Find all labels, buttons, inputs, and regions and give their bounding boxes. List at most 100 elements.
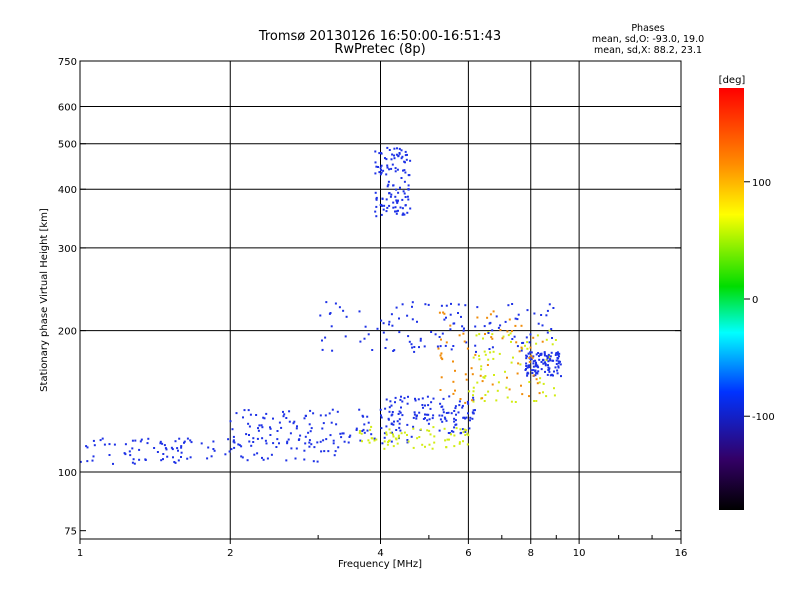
data-point	[476, 381, 479, 384]
data-point	[520, 349, 523, 352]
data-point	[390, 440, 393, 443]
data-point	[472, 394, 474, 397]
data-point	[468, 427, 471, 430]
data-point	[535, 353, 538, 356]
data-point	[380, 416, 383, 419]
data-point	[359, 439, 362, 442]
data-point	[379, 173, 382, 176]
data-point	[359, 430, 362, 432]
data-point	[464, 434, 467, 436]
data-point	[86, 460, 89, 463]
data-point	[452, 430, 455, 433]
data-point	[427, 303, 430, 306]
data-point	[516, 318, 519, 321]
data-point	[520, 384, 522, 387]
data-point	[557, 366, 560, 369]
data-point	[517, 362, 520, 365]
data-point	[139, 440, 142, 443]
data-point	[319, 314, 322, 317]
y-tick-label: 200	[58, 327, 77, 338]
data-point	[459, 398, 462, 400]
data-point	[540, 314, 543, 316]
data-point	[491, 346, 494, 349]
data-point	[403, 397, 406, 400]
data-point	[492, 350, 495, 353]
data-point	[557, 362, 560, 365]
data-point	[542, 391, 544, 394]
data-point	[536, 334, 539, 337]
data-point	[407, 440, 410, 443]
data-point	[398, 410, 401, 413]
data-point	[467, 402, 470, 405]
data-point	[163, 444, 166, 447]
data-point	[506, 396, 509, 399]
data-point	[463, 327, 465, 330]
data-point	[230, 448, 233, 451]
data-point	[540, 368, 543, 371]
colorbar	[719, 88, 744, 510]
data-point	[495, 399, 498, 402]
data-point	[471, 373, 474, 376]
data-point	[557, 360, 560, 363]
data-point	[338, 306, 341, 309]
data-point	[432, 426, 435, 429]
phases-x-stats: mean, sd,X: 88.2, 23.1	[594, 45, 702, 56]
data-point	[531, 356, 534, 359]
data-point	[462, 416, 465, 419]
y-tick-label: 600	[58, 103, 77, 114]
data-point	[422, 406, 424, 409]
data-point	[472, 409, 475, 412]
data-point	[454, 419, 457, 422]
data-point	[464, 373, 467, 376]
data-point	[285, 459, 288, 462]
data-point	[469, 419, 471, 422]
data-point	[510, 400, 513, 403]
data-point	[551, 337, 553, 339]
x-tick-label: 10	[573, 548, 586, 559]
data-point	[385, 433, 388, 436]
data-point	[153, 447, 156, 449]
data-point	[112, 462, 114, 465]
data-point	[551, 359, 554, 362]
data-point	[308, 439, 311, 442]
data-point	[462, 332, 465, 335]
data-point	[483, 350, 486, 353]
data-point	[470, 367, 473, 370]
y-tick-label: 75	[64, 527, 77, 538]
data-point	[507, 334, 510, 337]
data-point	[330, 325, 333, 328]
data-point	[390, 193, 393, 196]
data-point	[382, 322, 385, 325]
data-point	[472, 356, 475, 359]
data-point	[322, 422, 325, 425]
data-point	[411, 305, 413, 308]
data-point	[392, 201, 395, 204]
data-point	[397, 199, 399, 202]
data-point	[180, 446, 183, 449]
data-point	[412, 425, 415, 428]
data-point	[416, 320, 418, 323]
data-point	[361, 430, 364, 432]
data-point	[497, 326, 500, 329]
data-point	[186, 457, 189, 460]
data-point	[322, 439, 325, 442]
grid	[80, 61, 681, 539]
data-point	[528, 360, 531, 363]
data-point	[556, 369, 559, 372]
data-point	[282, 410, 284, 413]
data-point	[395, 210, 398, 213]
data-point	[454, 389, 456, 392]
data-point	[419, 428, 422, 431]
data-point	[252, 441, 255, 443]
data-point	[427, 413, 430, 416]
data-point	[404, 196, 407, 198]
data-point	[108, 443, 111, 446]
data-point	[505, 386, 508, 389]
data-point	[542, 382, 545, 385]
data-point	[237, 443, 240, 446]
data-point	[275, 446, 278, 448]
data-point	[491, 333, 494, 336]
data-point	[445, 419, 448, 422]
data-point	[544, 361, 547, 364]
data-point	[535, 400, 538, 402]
